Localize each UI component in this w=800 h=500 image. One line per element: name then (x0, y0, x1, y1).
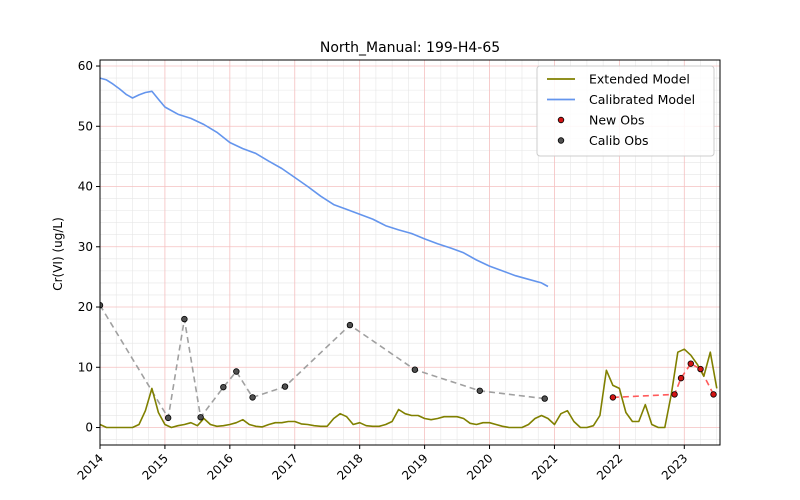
calib-obs-point (541, 395, 548, 402)
legend-entry-label: New Obs (589, 113, 645, 128)
x-tick-label: 2018 (334, 451, 365, 482)
y-tick-label: 50 (78, 119, 93, 133)
new-obs-point (671, 391, 678, 398)
obs-dashed-connector (100, 304, 545, 421)
y-axis-label: Cr(VI) (ug/L) (51, 217, 65, 291)
new-obs-point (609, 394, 617, 401)
calibrated-model-line (100, 77, 549, 288)
calib-obs-point (249, 394, 256, 401)
legend-entry-label: Extended Model (589, 72, 690, 87)
calib-obs-point (100, 302, 104, 309)
calib-obs-point (220, 383, 227, 391)
y-tick-label: 0 (85, 421, 93, 435)
y-tick-label: 60 (78, 59, 93, 73)
plot-frame (99, 59, 721, 446)
y-tick-label: 30 (78, 240, 93, 254)
new-obs-point (710, 391, 717, 398)
new-obs-point (687, 360, 694, 367)
x-tick-label: 2016 (204, 451, 235, 482)
x-tick-label: 2021 (529, 451, 560, 482)
legend-swatch-marker (557, 116, 565, 124)
legend-swatch-marker (557, 137, 565, 144)
x-tick-label: 2020 (464, 451, 495, 482)
extended-model-line (100, 348, 718, 429)
x-tick-label: 2017 (269, 451, 300, 482)
calib-obs-point (346, 321, 354, 329)
plot-area (100, 77, 718, 429)
x-tick-label: 2014 (75, 451, 106, 482)
x-tick-label: 2015 (140, 451, 171, 482)
new-obs-point (697, 365, 704, 373)
legend-entry-label: Calib Obs (589, 133, 649, 148)
calib-obs-point (411, 366, 419, 373)
x-tick-label: 2023 (659, 451, 690, 482)
new-obs-point (677, 374, 685, 382)
series-layer (100, 77, 718, 429)
y-tick-label: 20 (78, 300, 93, 314)
calib-obs-point (197, 414, 204, 421)
calib-obs-point (164, 414, 172, 422)
x-tick-label: 2019 (399, 451, 430, 482)
y-tick-label: 40 (78, 180, 93, 194)
legend-entry-label: Calibrated Model (589, 92, 695, 107)
calib-obs-point (181, 315, 188, 323)
legend-box (536, 65, 715, 157)
calib-obs-point (233, 368, 240, 375)
calib-obs-point (476, 387, 483, 394)
x-tick-label: 2022 (594, 451, 625, 482)
chart-title: North_Manual: 199-H4-65 (320, 40, 500, 56)
y-tick-label: 10 (78, 360, 93, 374)
calib-obs-point (281, 383, 289, 390)
legend: Extended Model Calibrated Model New Obs Cal… (536, 65, 715, 157)
